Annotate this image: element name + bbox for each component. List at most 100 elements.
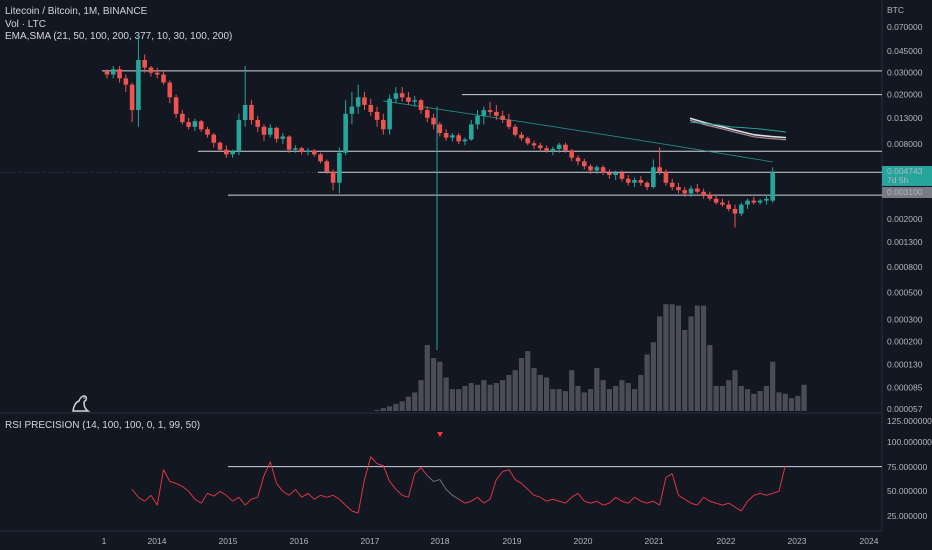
candle-body — [110, 69, 116, 75]
level-price-label — [882, 187, 932, 198]
rsi-segment — [163, 469, 171, 482]
last-price-text: 0.004743 — [887, 166, 923, 176]
volume-bar — [569, 370, 575, 411]
time-tick-label: 2022 — [717, 536, 736, 546]
level-price-text: 0.003100 — [887, 187, 923, 197]
candle-body — [625, 178, 631, 183]
volume-bar — [562, 391, 569, 411]
candle-body — [374, 111, 380, 120]
candle-body — [198, 121, 204, 130]
rsi-segment — [571, 492, 579, 498]
rsi-segment — [452, 494, 459, 500]
last-price-label — [882, 166, 932, 186]
candle-body — [267, 127, 273, 135]
rsi-segment — [251, 496, 258, 500]
rsi-segment — [232, 496, 240, 502]
candle-body — [387, 98, 392, 130]
volume-bar — [424, 345, 430, 411]
volume-bar — [487, 384, 493, 411]
rsi-segment — [314, 494, 321, 500]
rsi-segment — [477, 496, 485, 504]
ema-line — [383, 100, 773, 163]
rsi-tick-label: 25.000000 — [887, 511, 927, 521]
time-tick-label: 1 — [102, 536, 107, 546]
rsi-segment — [559, 500, 566, 504]
candle-body — [519, 134, 524, 139]
rsi-segment — [508, 469, 516, 480]
candle-body — [299, 148, 304, 152]
volume-bar — [770, 361, 776, 411]
rsi-segment — [150, 495, 158, 506]
candle-body — [393, 93, 399, 99]
rsi-segment — [219, 490, 227, 496]
price-tick-label: 0.008000 — [887, 139, 923, 149]
rsi-segment — [226, 494, 233, 502]
candle-body — [695, 188, 700, 192]
candle-body — [443, 133, 449, 138]
candle-body — [682, 190, 688, 194]
rsi-segment — [615, 496, 623, 502]
volume-bar — [531, 367, 537, 411]
time-tick-label: 2016 — [290, 536, 309, 546]
candle-body — [236, 119, 242, 152]
candle-body — [136, 59, 141, 111]
rsi-segment — [772, 490, 780, 494]
candle-body — [475, 115, 480, 125]
volume-bar — [613, 385, 619, 411]
candle-body — [192, 121, 198, 127]
candle-body — [412, 100, 418, 102]
countdown-text: 7d 5h — [887, 175, 909, 185]
sma-line-pink — [689, 119, 787, 141]
volume-bar — [380, 408, 386, 411]
candle-body — [468, 124, 474, 140]
candle-body — [161, 74, 166, 83]
candle-body — [544, 148, 549, 151]
symbol-legend[interactable]: Litecoin / Bitcoin, 1M, BINANCE — [5, 6, 148, 17]
volume-bar — [537, 374, 543, 411]
candle-body — [487, 110, 493, 112]
rsi-segment — [288, 489, 296, 496]
volume-bar — [738, 385, 744, 411]
rsi-segment — [602, 502, 610, 506]
volume-bar — [575, 385, 581, 411]
rsi-segment — [320, 494, 327, 498]
rsi-segment — [439, 479, 447, 490]
candle-body — [607, 172, 612, 176]
candle-body — [638, 180, 644, 183]
rsi-segment — [540, 496, 547, 502]
candle-body — [588, 166, 593, 171]
rsi-tick-label: 100.000000 — [887, 437, 932, 447]
volume-legend[interactable]: Vol · LTC — [5, 19, 46, 30]
candle-body — [337, 152, 342, 183]
time-tick-label: 2020 — [574, 536, 593, 546]
candle-body — [651, 167, 656, 188]
volume-bar — [688, 316, 694, 411]
candle-body — [255, 119, 261, 127]
candle-body — [330, 171, 336, 183]
candle-body — [462, 139, 468, 142]
volume-tick-label: 0.000800 — [887, 262, 923, 272]
candle-body — [343, 113, 348, 153]
rsi-segment — [653, 500, 660, 506]
rsi-segment — [471, 496, 478, 502]
volume-bar — [437, 361, 443, 411]
rsi-segment — [307, 492, 315, 500]
rsi-legend[interactable]: RSI PRECISION (14, 100, 100, 0, 1, 99, 5… — [5, 420, 201, 431]
volume-bar — [550, 389, 556, 411]
ma-legend[interactable]: EMA,SMA (21, 50, 100, 200, 377, 10, 30, … — [5, 31, 233, 42]
volume-bar — [663, 304, 669, 411]
volume-bar — [449, 389, 455, 411]
rsi-segment — [678, 494, 685, 500]
rsi-segment — [514, 479, 522, 484]
rsi-segment — [716, 502, 723, 506]
rsi-segment — [138, 496, 145, 502]
volume-bar — [713, 385, 719, 411]
candle-body — [305, 150, 311, 152]
volume-bar — [763, 385, 769, 411]
candle-body — [613, 172, 618, 176]
candle-body — [431, 117, 436, 125]
rsi-segment — [207, 492, 214, 497]
rsi-segment — [565, 496, 573, 504]
volume-bar — [374, 410, 380, 411]
